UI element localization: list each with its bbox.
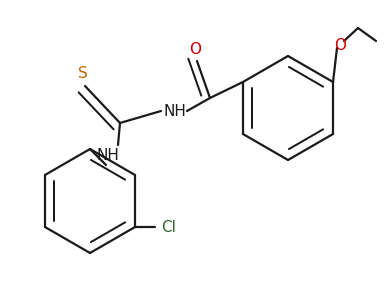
Text: O: O: [334, 38, 346, 53]
Text: NH: NH: [164, 104, 186, 119]
Text: O: O: [189, 42, 201, 57]
Text: Cl: Cl: [162, 220, 176, 235]
Text: S: S: [78, 67, 88, 82]
Text: NH: NH: [96, 147, 119, 162]
